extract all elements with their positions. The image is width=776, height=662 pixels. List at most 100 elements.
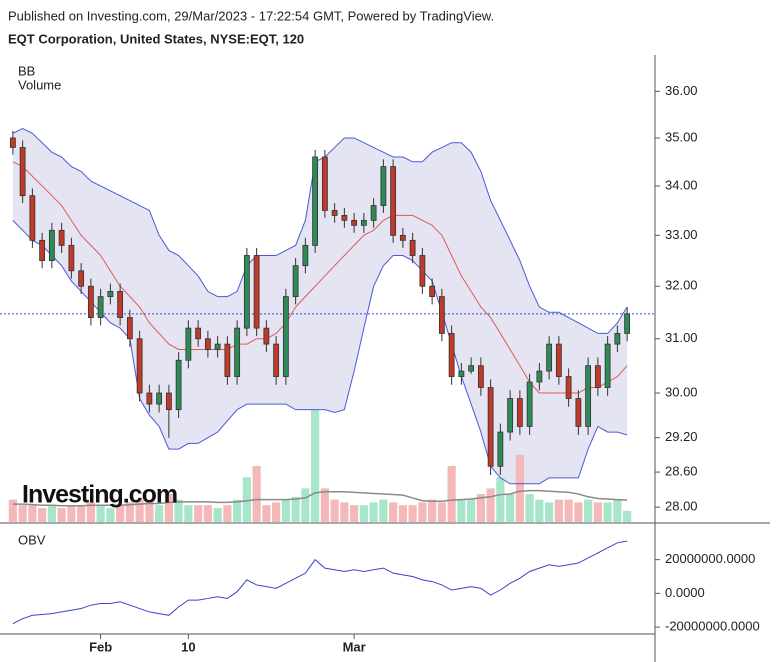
candle-body	[555, 343, 562, 377]
band-lower	[12, 220, 628, 485]
volume-bar	[242, 477, 251, 522]
volume-bar	[28, 505, 37, 522]
y-tick-label: 0.0000	[665, 585, 705, 600]
candle-body	[273, 343, 280, 377]
candle-body	[136, 338, 143, 394]
volume-bar	[535, 499, 544, 522]
candle-body	[604, 343, 611, 388]
volume-bar	[330, 499, 339, 522]
candle-body	[165, 392, 172, 411]
volume-bar	[272, 502, 281, 522]
candle-body	[448, 333, 455, 377]
y-tick-label: 20000000.0000	[665, 551, 755, 566]
volume-bar	[77, 505, 86, 522]
candle-body	[195, 327, 202, 340]
candle-body	[9, 137, 16, 148]
band-middle	[12, 161, 628, 394]
candle-body	[477, 365, 484, 388]
indicator-label: BB	[18, 63, 35, 78]
candle-body	[292, 265, 299, 298]
candle-body	[565, 376, 572, 399]
volume-bar	[145, 499, 154, 522]
volume-bar	[164, 494, 173, 522]
volume-bar	[174, 499, 183, 522]
volume-bar	[233, 499, 242, 522]
volume-bar	[486, 488, 495, 522]
logo: Investing.com	[22, 481, 177, 509]
candle-body	[146, 392, 153, 405]
candle-body	[29, 195, 36, 241]
volume-bar	[125, 502, 134, 522]
volume-bar	[584, 499, 593, 522]
volume-bar	[603, 502, 612, 522]
volume-bar	[86, 502, 95, 522]
x-tick-label: Feb	[89, 639, 112, 654]
candle-body	[282, 296, 289, 377]
volume-bar	[496, 477, 505, 522]
y-tick-label: 28.60	[665, 464, 698, 479]
candle-body	[370, 205, 377, 221]
obv-label: OBV	[18, 532, 46, 547]
indicator-label: Volume	[18, 77, 61, 92]
candle-body	[263, 327, 270, 345]
candle-body	[253, 255, 260, 329]
y-tick-label: 28.00	[665, 499, 698, 514]
candle-body	[507, 398, 514, 433]
y-tick-label: 31.00	[665, 330, 698, 345]
y-tick-label: 33.00	[665, 227, 698, 242]
candle-body	[214, 343, 221, 350]
band-upper	[12, 127, 628, 334]
candle-body	[409, 239, 416, 256]
candle-body	[390, 166, 397, 236]
volume-bar	[476, 494, 485, 522]
volume-bar	[418, 502, 427, 522]
candle-body	[497, 431, 504, 467]
candle-body	[360, 219, 367, 226]
volume-bar	[301, 488, 310, 522]
candle-body	[234, 327, 241, 377]
volume-bar	[515, 454, 524, 522]
volume-bar	[57, 508, 66, 522]
volume-bar	[359, 505, 368, 522]
candle-body	[526, 381, 533, 427]
volume-bar	[135, 499, 144, 522]
volume-bar	[593, 502, 602, 522]
x-tick-label: Mar	[343, 639, 366, 654]
volume-bar	[116, 505, 125, 522]
candle-body	[19, 147, 26, 197]
candle-body	[575, 398, 582, 427]
candle-body	[458, 370, 465, 377]
volume-bar	[291, 496, 300, 522]
candle-body	[68, 244, 75, 272]
volume-bar	[379, 499, 388, 522]
candle-body	[87, 285, 94, 318]
chart-title: EQT Corporation, United States, NYSE:EQT…	[8, 31, 304, 46]
volume-bar	[554, 499, 563, 522]
volume-bar	[545, 502, 554, 522]
candle-body	[58, 229, 65, 246]
candle-body	[341, 214, 348, 221]
candle-body	[585, 365, 592, 427]
y-tick-label: 35.00	[665, 129, 698, 144]
volume-bar	[281, 499, 290, 522]
candle-body	[380, 166, 387, 206]
header: Published on Investing.com, 29/Mar/2023 …	[8, 8, 494, 23]
x-tick-label: 10	[181, 639, 195, 654]
volume-bar	[613, 499, 622, 522]
candle-body	[204, 338, 211, 350]
y-tick-label: 29.20	[665, 429, 698, 444]
y-tick-label: 36.00	[665, 83, 698, 98]
candle-body	[117, 291, 124, 318]
candle-body	[399, 234, 406, 241]
volume-bar	[252, 466, 261, 522]
volume-bar	[38, 508, 47, 522]
volume-bar	[340, 502, 349, 522]
volume-bar	[47, 505, 56, 522]
volume-bar	[457, 499, 466, 522]
volume-bar	[213, 508, 222, 522]
candle-body	[312, 156, 319, 246]
volume-bar	[564, 499, 573, 522]
obv-line	[12, 540, 628, 625]
volume-bar	[525, 494, 534, 522]
